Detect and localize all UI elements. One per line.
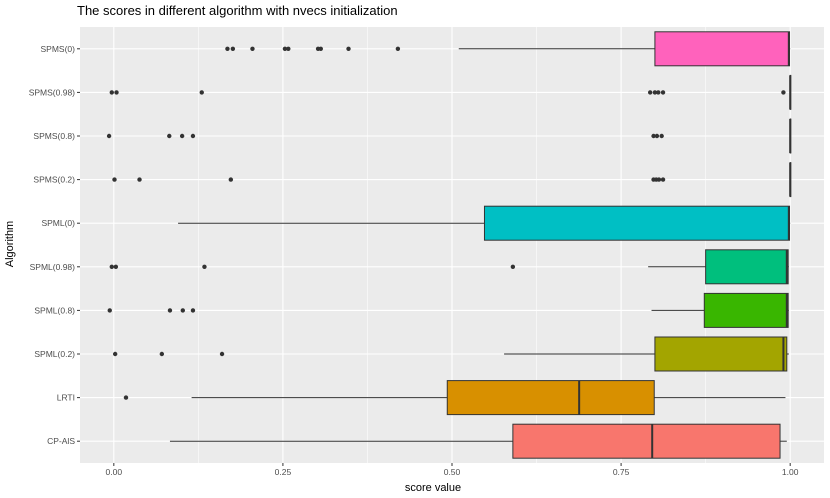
outlier-point	[123, 395, 129, 400]
y-tick-label: SPML(0.98)	[30, 262, 76, 272]
outlier-point	[647, 90, 653, 95]
outlier-point	[190, 308, 196, 313]
outlier-point	[659, 133, 664, 139]
y-tick-label: LRTI	[57, 393, 75, 403]
y-axis-ticks: CP-AlS LRTI SPML(0.2) SPML(0.8) SPML(0.98) SP…	[29, 44, 80, 446]
outlier-point	[199, 90, 204, 95]
box-spml-0-2-	[112, 336, 789, 372]
outlier-point	[652, 90, 658, 95]
box-spml-0-98-	[109, 249, 789, 285]
outlier-point	[250, 46, 255, 51]
y-tick-label: SPML(0.8)	[34, 305, 75, 315]
box-iqr	[446, 380, 655, 416]
box-spms-0-98-	[109, 74, 792, 110]
box-iqr	[703, 292, 789, 328]
outlier-point	[656, 177, 662, 182]
outlier-point	[137, 177, 142, 182]
outlier-point	[225, 46, 230, 51]
outlier-point	[180, 308, 186, 313]
y-tick-label: SPMS(0.98)	[29, 87, 75, 97]
outlier-point	[113, 264, 119, 269]
outlier-point	[219, 351, 225, 357]
box-iqr	[654, 336, 788, 372]
box-spms-0-	[225, 31, 791, 67]
outlier-point	[660, 90, 666, 95]
box-lrti	[123, 380, 786, 416]
box-iqr	[654, 31, 791, 67]
outlier-point	[159, 351, 165, 357]
outlier-point	[510, 264, 516, 269]
outlier-point	[318, 46, 323, 51]
outlier-point	[190, 133, 196, 139]
outlier-point	[395, 46, 401, 51]
box-spms-0-8-	[106, 118, 792, 154]
outlier-point	[112, 177, 117, 182]
x-axis-ticks: 0.00 0.25 0.50 0.75 1.00	[106, 463, 799, 477]
x-tick-label: 0.75	[613, 467, 630, 477]
outlier-point	[109, 90, 114, 95]
box-cp-als	[169, 423, 787, 459]
outlier-point	[109, 264, 114, 269]
outlier-point	[781, 90, 786, 95]
y-tick-label: SPMS(0)	[41, 44, 76, 54]
outlier-point	[114, 90, 119, 95]
box-spms-0-2-	[112, 162, 792, 198]
x-axis-title: score value	[405, 482, 461, 494]
outlier-point	[202, 264, 207, 269]
box-spml-0-8-	[107, 292, 789, 328]
y-tick-label: SPML(0.2)	[34, 349, 75, 359]
outlier-point	[107, 308, 112, 313]
outlier-point	[660, 177, 666, 182]
boxes-layer	[106, 31, 792, 459]
outlier-point	[167, 133, 172, 139]
x-tick-label: 0.00	[106, 467, 123, 477]
y-tick-label: SPML(0)	[41, 218, 75, 228]
chart-title: The scores in different algorithm with n…	[77, 3, 398, 18]
outlier-point	[346, 46, 351, 51]
outlier-point	[167, 308, 173, 313]
outlier-point	[228, 177, 234, 182]
x-tick-label: 0.50	[444, 467, 461, 477]
box-spml-0-	[178, 205, 791, 241]
outlier-point	[654, 133, 660, 139]
outlier-point	[286, 46, 291, 51]
y-tick-label: CP-AlS	[47, 436, 75, 446]
box-iqr	[512, 423, 781, 459]
x-tick-label: 0.25	[275, 467, 292, 477]
outlier-point	[106, 133, 112, 139]
box-iqr	[705, 249, 789, 285]
outlier-point	[112, 351, 118, 357]
outlier-point	[282, 46, 288, 51]
box-iqr	[483, 205, 791, 241]
x-tick-label: 1.00	[782, 467, 799, 477]
y-axis-title: Algorithm	[4, 221, 16, 267]
outlier-point	[651, 133, 656, 139]
y-tick-label: SPMS(0.8)	[33, 131, 75, 141]
outlier-point	[656, 90, 661, 95]
y-tick-label: SPMS(0.2)	[33, 175, 75, 185]
outlier-point	[179, 133, 185, 139]
outlier-point	[230, 46, 236, 51]
